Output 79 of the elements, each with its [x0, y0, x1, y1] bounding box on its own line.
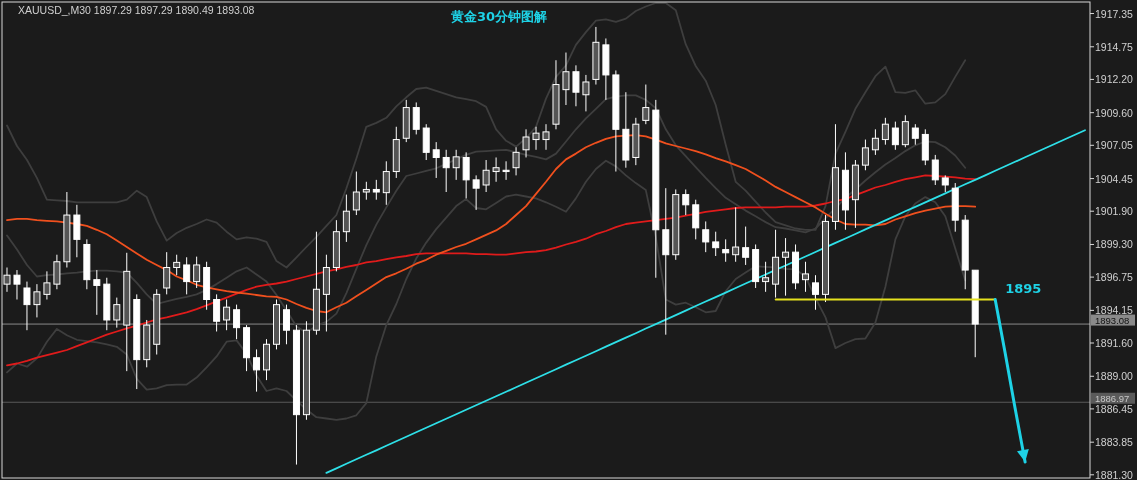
candlestick: [692, 199, 700, 240]
y-tick-label: 1883.85: [1095, 436, 1134, 449]
candlestick: [722, 238, 730, 263]
candlestick: [562, 52, 570, 106]
candlestick: [702, 220, 710, 253]
candlestick: [812, 274, 819, 311]
y-tick-label: 1881.30: [1095, 468, 1134, 480]
candlestick: [13, 269, 21, 300]
y-tick-label: 1909.60: [1095, 106, 1134, 119]
candlestick: [522, 128, 530, 158]
candlestick: [93, 269, 101, 316]
y-tick-label: 1914.75: [1095, 40, 1134, 53]
candlestick: [712, 231, 720, 257]
y-tick-label: 1886.45: [1095, 402, 1134, 415]
candlestick: [891, 121, 899, 151]
y-tick-label: 1912.20: [1095, 73, 1134, 86]
candlestick: [3, 267, 11, 293]
candlestick: [382, 160, 390, 206]
annotation: 1895: [1005, 280, 1042, 296]
y-tick-label: 1901.90: [1095, 205, 1134, 218]
candlestick: [442, 149, 450, 193]
candlestick: [282, 304, 290, 345]
candlestick: [542, 123, 550, 151]
y-tick-label: 1899.30: [1095, 238, 1134, 251]
ref-line-label: 1886.97: [1095, 392, 1130, 404]
candlestick: [372, 179, 380, 201]
ref-line-label: 1893.08: [1095, 314, 1130, 326]
candlestick: [642, 84, 650, 125]
candlestick: [432, 141, 440, 179]
candlestick: [871, 128, 879, 156]
text: 黄金30分钟图解: [449, 9, 548, 24]
candlestick: [342, 194, 350, 243]
candlestick: [802, 261, 810, 293]
candlestick: [881, 117, 889, 146]
y-tick-label: 1904.45: [1095, 172, 1134, 185]
candlestick: [762, 261, 770, 293]
candlestick: [582, 74, 590, 112]
candlestick: [33, 283, 41, 318]
y-tick-label: 1896.75: [1095, 271, 1134, 284]
candlestick: [861, 139, 869, 171]
y-tick-label: 1907.05: [1095, 139, 1134, 152]
candlestick: [233, 304, 241, 340]
y-tick-label: 1894.15: [1095, 304, 1134, 317]
candlestick: [173, 254, 181, 276]
candlestick: [352, 171, 360, 216]
candlestick: [782, 237, 790, 297]
candlestick: [901, 114, 909, 148]
candlestick: [931, 154, 939, 186]
candlestick: [911, 123, 919, 146]
candlestick: [113, 297, 121, 329]
candlestick: [183, 256, 191, 295]
candlestick: [253, 348, 261, 393]
candlestick: [452, 149, 460, 181]
candlestick: [43, 270, 51, 300]
candlestick: [53, 254, 61, 290]
candlestick: [163, 251, 171, 295]
y-tick-label: 1917.35: [1095, 7, 1134, 20]
annotation: XAUUSD_,M30 1897.29 1897.29 1890.49 1893.08: [18, 4, 255, 16]
line-series: [6, 134, 977, 314]
y-tick-label: 1891.60: [1095, 337, 1134, 350]
line-series: [325, 129, 1086, 474]
candlestick: [213, 293, 221, 332]
candlestick: [472, 174, 480, 211]
candlestick: [682, 188, 690, 216]
candlestick: [732, 206, 740, 263]
line-series: [6, 159, 967, 421]
candlestick: [412, 101, 420, 135]
candlestick: [512, 146, 520, 176]
y-tick-label: 1889.00: [1095, 370, 1134, 383]
candlestick: [492, 156, 500, 183]
candlestick: [502, 160, 510, 181]
candlestick: [742, 226, 750, 266]
candlestick: [572, 64, 580, 107]
candlestick: [223, 299, 231, 331]
candlestick: [193, 256, 201, 289]
candlestick: [532, 126, 540, 151]
candlestick: [23, 281, 31, 331]
candlestick: [482, 159, 490, 193]
candlestick: [462, 151, 470, 199]
